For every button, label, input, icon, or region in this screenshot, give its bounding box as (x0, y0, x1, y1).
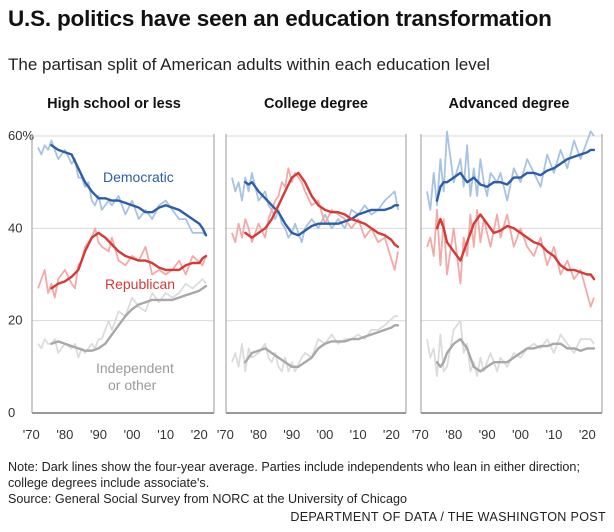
x-tick-label: '90 (90, 427, 107, 442)
x-tick-label: '10 (350, 427, 367, 442)
page-title: U.S. politics have seen an education tra… (8, 6, 552, 31)
series-avg-line (244, 181, 400, 237)
credit-line: DEPARTMENT OF DATA / THE WASHINGTON POST (290, 510, 606, 524)
series-raw-line (37, 278, 207, 359)
x-tick-label: '80 (56, 427, 73, 442)
chart-note: Note: Dark lines show the four-year aver… (8, 459, 608, 507)
series-label-independent: Independent (96, 360, 174, 376)
x-tick-label: '00 (512, 427, 529, 442)
note-line: Note: Dark lines show the four-year aver… (8, 460, 580, 474)
series-avg-line (50, 231, 208, 290)
y-tick-label: 20 (8, 313, 22, 328)
x-tick-label: '10 (545, 427, 562, 442)
series-raw-line (37, 139, 207, 237)
series-raw-line (231, 315, 398, 373)
note-line: college degrees include associate's. (8, 476, 210, 490)
x-tick-label: '90 (283, 427, 300, 442)
series-raw-line (231, 167, 399, 271)
source-line: Source: General Social Survey from NORC … (8, 492, 407, 506)
x-tick-label: '10 (157, 427, 174, 442)
series-raw-line (426, 209, 595, 308)
x-tick-label: '70 (217, 427, 234, 442)
series-label-independent-2: or other (108, 377, 157, 393)
x-tick-label: '80 (250, 427, 267, 442)
series-avg-line (50, 284, 208, 352)
x-tick-label: '20 (579, 427, 596, 442)
series-avg-line (435, 213, 596, 281)
series-label-republican: Republican (105, 276, 175, 292)
series-avg-line (244, 324, 400, 368)
x-tick-label: '00 (316, 427, 333, 442)
x-tick-label: '90 (479, 427, 496, 442)
x-tick-label: '00 (124, 427, 141, 442)
series-avg-line (244, 171, 400, 248)
x-tick-label: '20 (383, 427, 400, 442)
series-label-democratic: Democratic (103, 169, 174, 185)
series-raw-line (426, 130, 595, 211)
page-subtitle: The partisan split of American adults wi… (8, 55, 490, 74)
panel-title: High school or less (47, 96, 181, 112)
y-tick-label: 60% (8, 128, 34, 143)
y-tick-label: 0 (8, 405, 15, 420)
series-raw-line (37, 227, 207, 299)
y-tick-label: 40 (8, 220, 22, 235)
panel-title: College degree (264, 96, 368, 112)
x-tick-label: '70 (23, 427, 40, 442)
x-tick-label: '70 (412, 427, 429, 442)
x-tick-label: '80 (445, 427, 462, 442)
series-avg-line (435, 337, 596, 373)
x-tick-label: '20 (191, 427, 208, 442)
series-avg-line (50, 144, 208, 237)
panel-title: Advanced degree (449, 96, 570, 112)
series-avg-line (435, 148, 596, 202)
